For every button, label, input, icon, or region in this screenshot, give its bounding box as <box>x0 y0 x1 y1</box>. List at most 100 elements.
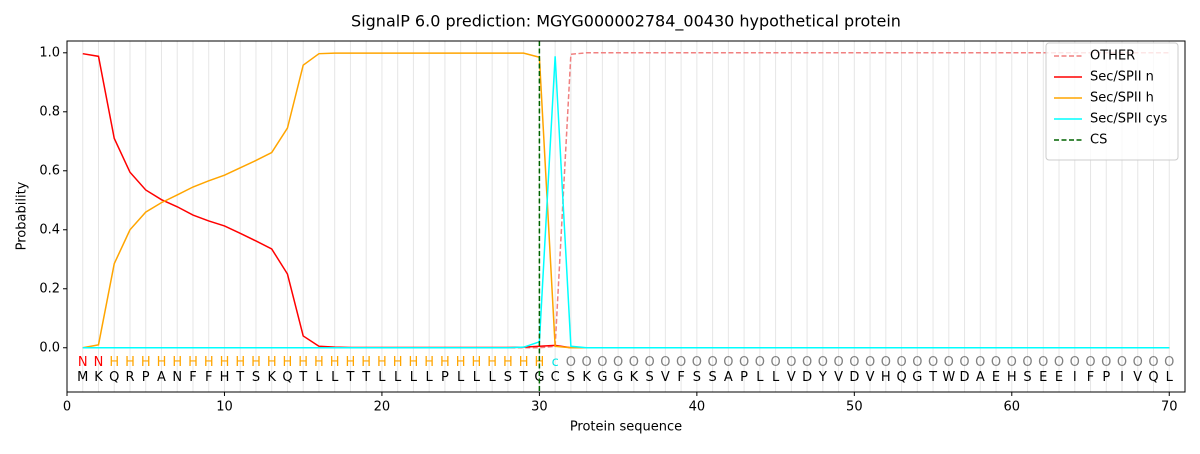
residue-label: S <box>504 370 512 385</box>
residue-label: Q <box>896 370 906 385</box>
region-label: O <box>786 355 796 370</box>
region-label: O <box>723 355 733 370</box>
residue-label: A <box>976 370 985 385</box>
region-label: O <box>928 355 938 370</box>
residue-label: K <box>267 370 276 385</box>
region-label: H <box>535 355 545 370</box>
residue-label: H <box>1007 370 1017 385</box>
region-label: O <box>896 355 906 370</box>
region-label: H <box>456 355 466 370</box>
series-line <box>82 52 1170 349</box>
residue-label: V <box>661 370 670 385</box>
residue-label: L <box>756 370 764 385</box>
residue-label: K <box>630 370 639 385</box>
x-tick-label: 60 <box>1004 400 1021 415</box>
residue-label: F <box>205 370 212 385</box>
residue-label: F <box>1087 370 1094 385</box>
region-label: O <box>597 355 607 370</box>
region-label: H <box>393 355 403 370</box>
region-label: H <box>204 355 214 370</box>
region-label: O <box>629 355 639 370</box>
region-label: O <box>676 355 686 370</box>
residue-label: E <box>992 370 1000 385</box>
residue-label: P <box>441 370 449 385</box>
residue-label: K <box>582 370 591 385</box>
region-label: O <box>912 355 922 370</box>
x-tick-label: 20 <box>374 400 391 415</box>
region-label: H <box>503 355 513 370</box>
y-axis-label: Probability <box>15 181 30 250</box>
region-label: H <box>251 355 261 370</box>
series-line <box>82 52 1170 349</box>
residue-label: L <box>426 370 434 385</box>
region-label: O <box>692 355 702 370</box>
region-label: H <box>377 355 387 370</box>
residue-label: V <box>787 370 796 385</box>
residue-label: Q <box>1148 370 1158 385</box>
region-label: H <box>409 355 419 370</box>
region-label: O <box>959 355 969 370</box>
region-label: O <box>1022 355 1032 370</box>
residue-label: F <box>189 370 196 385</box>
region-label: H <box>330 355 340 370</box>
region-label: O <box>660 355 670 370</box>
region-label: H <box>346 355 356 370</box>
residue-label: E <box>1039 370 1047 385</box>
series-line <box>82 56 1170 349</box>
x-tick-label: 70 <box>1161 400 1178 415</box>
region-label: H <box>440 355 450 370</box>
region-label: H <box>172 355 182 370</box>
residue-label: A <box>724 370 733 385</box>
region-label: O <box>849 355 859 370</box>
residue-label: Y <box>818 370 827 385</box>
residue-label: L <box>394 370 402 385</box>
region-label: O <box>1085 355 1095 370</box>
region-label: H <box>220 355 230 370</box>
residue-label: S <box>708 370 716 385</box>
plot-frame <box>66 40 1186 393</box>
residue-label: D <box>960 370 970 385</box>
residue-label: L <box>457 370 465 385</box>
residue-label: S <box>252 370 260 385</box>
residue-label: A <box>157 370 166 385</box>
residue-label: P <box>142 370 150 385</box>
region-label: H <box>424 355 434 370</box>
region-label: N <box>94 355 104 370</box>
region-label: H <box>188 355 198 370</box>
chart-title: SignalP 6.0 prediction: MGYG000002784_00… <box>351 12 901 32</box>
region-label: O <box>645 355 655 370</box>
residue-label: G <box>534 370 544 385</box>
region-label: O <box>1007 355 1017 370</box>
residue-label: L <box>489 370 497 385</box>
region-label: H <box>314 355 324 370</box>
residue-label: K <box>94 370 103 385</box>
region-label: N <box>78 355 88 370</box>
region-label: O <box>865 355 875 370</box>
region-label: O <box>802 355 812 370</box>
x-tick-label: 50 <box>846 400 863 415</box>
residue-label: D <box>802 370 812 385</box>
series-line <box>82 52 1170 349</box>
region-label: O <box>1148 355 1158 370</box>
legend-label: OTHER <box>1090 49 1135 64</box>
residue-label: L <box>331 370 339 385</box>
legend-label: CS <box>1090 133 1107 148</box>
residue-label: T <box>361 370 370 385</box>
region-label: O <box>1164 355 1174 370</box>
residue-label: P <box>740 370 748 385</box>
residue-label: T <box>345 370 354 385</box>
region-label: H <box>109 355 119 370</box>
region-label: O <box>770 355 780 370</box>
residue-label: E <box>1055 370 1063 385</box>
residue-label: T <box>519 370 528 385</box>
residue-label: G <box>613 370 623 385</box>
region-label: H <box>157 355 167 370</box>
x-tick-label: 40 <box>689 400 706 415</box>
legend-label: Sec/SPII n <box>1090 70 1154 85</box>
legend-label: Sec/SPII h <box>1090 91 1154 106</box>
residue-label: Q <box>109 370 119 385</box>
region-label: H <box>267 355 277 370</box>
region-label: O <box>1038 355 1048 370</box>
residue-label: T <box>235 370 244 385</box>
